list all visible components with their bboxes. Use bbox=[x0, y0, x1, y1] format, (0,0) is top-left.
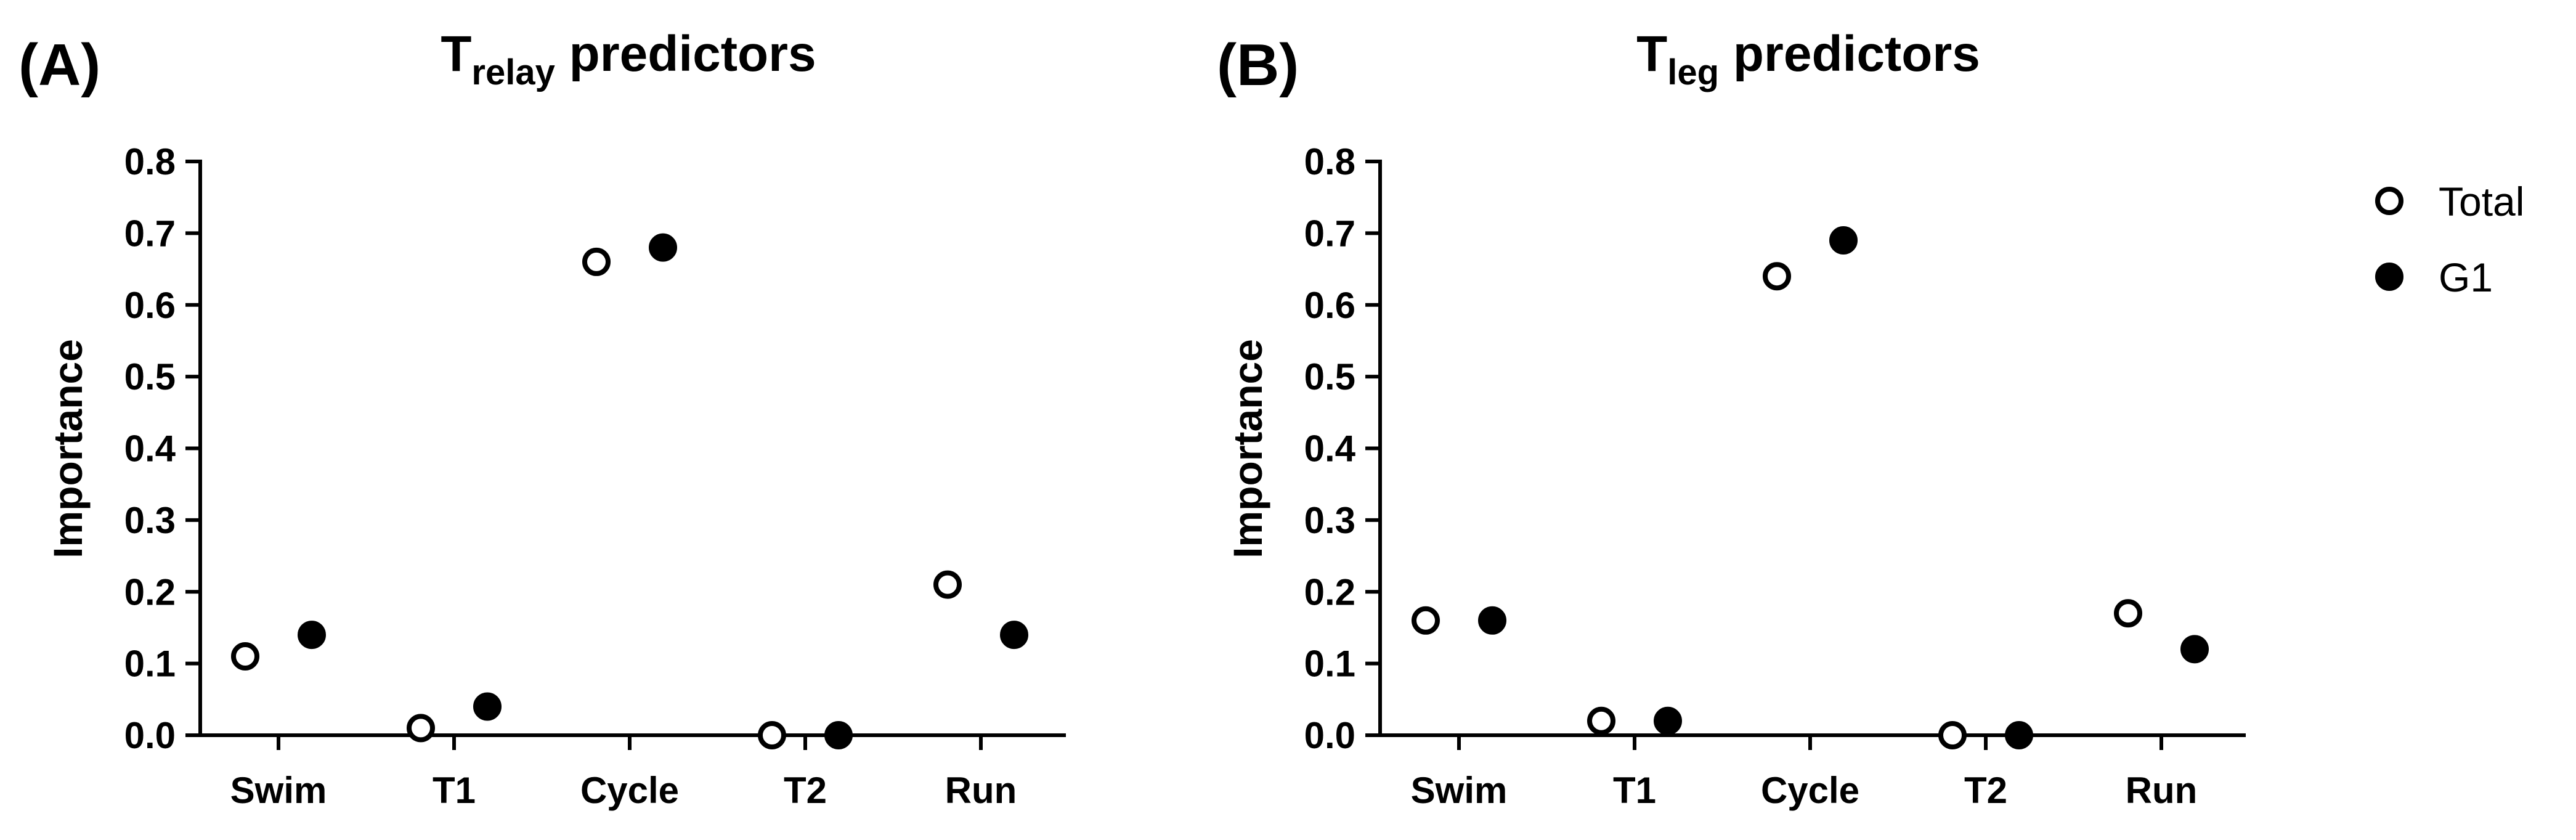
panel-b-y-tick-label: 0.1 bbox=[1304, 643, 1355, 685]
panel-b-point-total-t1 bbox=[1587, 706, 1615, 735]
panel-a-x-tick-label: Run bbox=[945, 770, 1017, 811]
panel-b-y-axis-label: Importance bbox=[1225, 339, 1270, 558]
panel-a-title-subscript: relay bbox=[471, 52, 555, 92]
panel-a-point-total-cycle bbox=[582, 247, 611, 276]
panel-a-y-tick-label: 0.7 bbox=[124, 213, 176, 254]
panel-a-point-total-swim bbox=[231, 642, 259, 671]
panel-a-y-tick-label: 0.6 bbox=[124, 285, 176, 326]
panel-b-y-tick-label: 0.2 bbox=[1304, 571, 1355, 613]
panel-b-x-tick-label: T2 bbox=[1964, 770, 2007, 811]
legend-total-label: Total bbox=[2439, 179, 2524, 224]
panel-a-point-g1-t1 bbox=[473, 692, 502, 721]
panel-b-title-main: T bbox=[1636, 26, 1667, 82]
panel-a-y-axis-label: Importance bbox=[45, 339, 91, 558]
panel-a-y-tick-label: 0.3 bbox=[124, 500, 176, 541]
panel-b-label: (B) bbox=[1217, 32, 1299, 98]
panel-a-title-rest: predictors bbox=[555, 26, 816, 82]
panel-b-y-tick-label: 0.5 bbox=[1304, 356, 1355, 398]
panel-b-y-tick-label: 0.0 bbox=[1304, 715, 1355, 756]
panel-a-y-tick-label: 0.0 bbox=[124, 715, 176, 756]
panel-a-title-main: T bbox=[441, 26, 471, 82]
panel-a: (A) Trelay predictors Importance 0.00.10… bbox=[18, 26, 1066, 811]
panel-b-y-tick-label: 0.4 bbox=[1304, 428, 1356, 470]
panel-a-x-tick-label: T1 bbox=[433, 770, 476, 811]
panel-b-title: Tleg predictors bbox=[1636, 26, 1980, 92]
panel-a-y-tick-label: 0.2 bbox=[124, 571, 176, 613]
panel-b-ticks: 0.0 0.1 0.2 0.3 0.4 0.5 0.6 0.7 0.8 Swim T1 Cycle T2… bbox=[1304, 141, 2198, 811]
panel-b-point-g1-run bbox=[2180, 635, 2209, 664]
panel-a-point-g1-t2 bbox=[824, 721, 853, 749]
panel-b-points bbox=[1412, 226, 2209, 749]
panel-a-axes bbox=[198, 160, 1066, 737]
panel-a-point-g1-run bbox=[1000, 621, 1028, 650]
panel-b-x-tick-label: Run bbox=[2126, 770, 2198, 811]
panel-b-point-total-swim bbox=[1412, 606, 1440, 635]
panel-b: (B) Tleg predictors Importance 0.0 0.1 0.2… bbox=[1217, 26, 2246, 811]
panel-b-y-tick-label: 0.7 bbox=[1304, 213, 1355, 254]
panel-a-x-tick-label: Swim bbox=[230, 770, 327, 811]
panel-a-x-tick-label: T2 bbox=[784, 770, 827, 811]
panel-b-y-tick-label: 0.6 bbox=[1304, 285, 1355, 326]
legend-g1-marker bbox=[2375, 263, 2403, 291]
panel-b-point-g1-cycle bbox=[1829, 226, 1858, 255]
panel-b-point-g1-t2 bbox=[2005, 721, 2033, 749]
panel-a-ticks: 0.0 0.1 0.2 0.3 0.4 0.5 0.6 0.7 0.8 Swim T1 Cycle T2… bbox=[124, 141, 1017, 811]
panel-b-title-subscript: leg bbox=[1667, 52, 1719, 92]
legend-total-marker bbox=[2375, 187, 2403, 215]
panel-b-point-total-run bbox=[2114, 599, 2142, 628]
panel-a-x-tick-label: Cycle bbox=[580, 770, 679, 811]
panel-a-points bbox=[231, 233, 1028, 749]
panel-a-label: (A) bbox=[18, 32, 100, 98]
panel-b-point-g1-swim bbox=[1478, 606, 1506, 635]
legend-g1-label: G1 bbox=[2439, 255, 2493, 300]
panel-a-y-tick-label: 0.1 bbox=[124, 643, 176, 685]
panel-b-point-g1-t1 bbox=[1654, 706, 1682, 735]
panel-b-x-tick-label: Cycle bbox=[1761, 770, 1859, 811]
panel-b-x-tick-label: T1 bbox=[1613, 770, 1656, 811]
panel-b-y-tick-label: 0.3 bbox=[1304, 500, 1355, 541]
panel-b-axes bbox=[1378, 160, 2246, 737]
panel-b-point-total-t2 bbox=[1938, 721, 1967, 749]
panel-a-point-g1-swim bbox=[298, 621, 326, 650]
panel-b-y-tick-label: 0.8 bbox=[1304, 141, 1355, 182]
panel-a-point-g1-cycle bbox=[649, 233, 677, 262]
panel-a-y-tick-label: 0.4 bbox=[124, 428, 176, 470]
panel-b-point-total-cycle bbox=[1763, 262, 1791, 291]
legend: Total G1 bbox=[2375, 179, 2524, 300]
panel-a-point-total-run bbox=[933, 570, 962, 599]
panel-a-point-total-t1 bbox=[407, 714, 435, 743]
panel-a-y-tick-label: 0.5 bbox=[124, 356, 176, 398]
panel-a-y-tick-label: 0.8 bbox=[124, 141, 176, 182]
panel-b-title-rest: predictors bbox=[1719, 26, 1980, 82]
panel-a-title: Trelay predictors bbox=[441, 26, 816, 92]
panel-a-point-total-t2 bbox=[758, 721, 786, 749]
panel-b-x-tick-label: Swim bbox=[1411, 770, 1508, 811]
